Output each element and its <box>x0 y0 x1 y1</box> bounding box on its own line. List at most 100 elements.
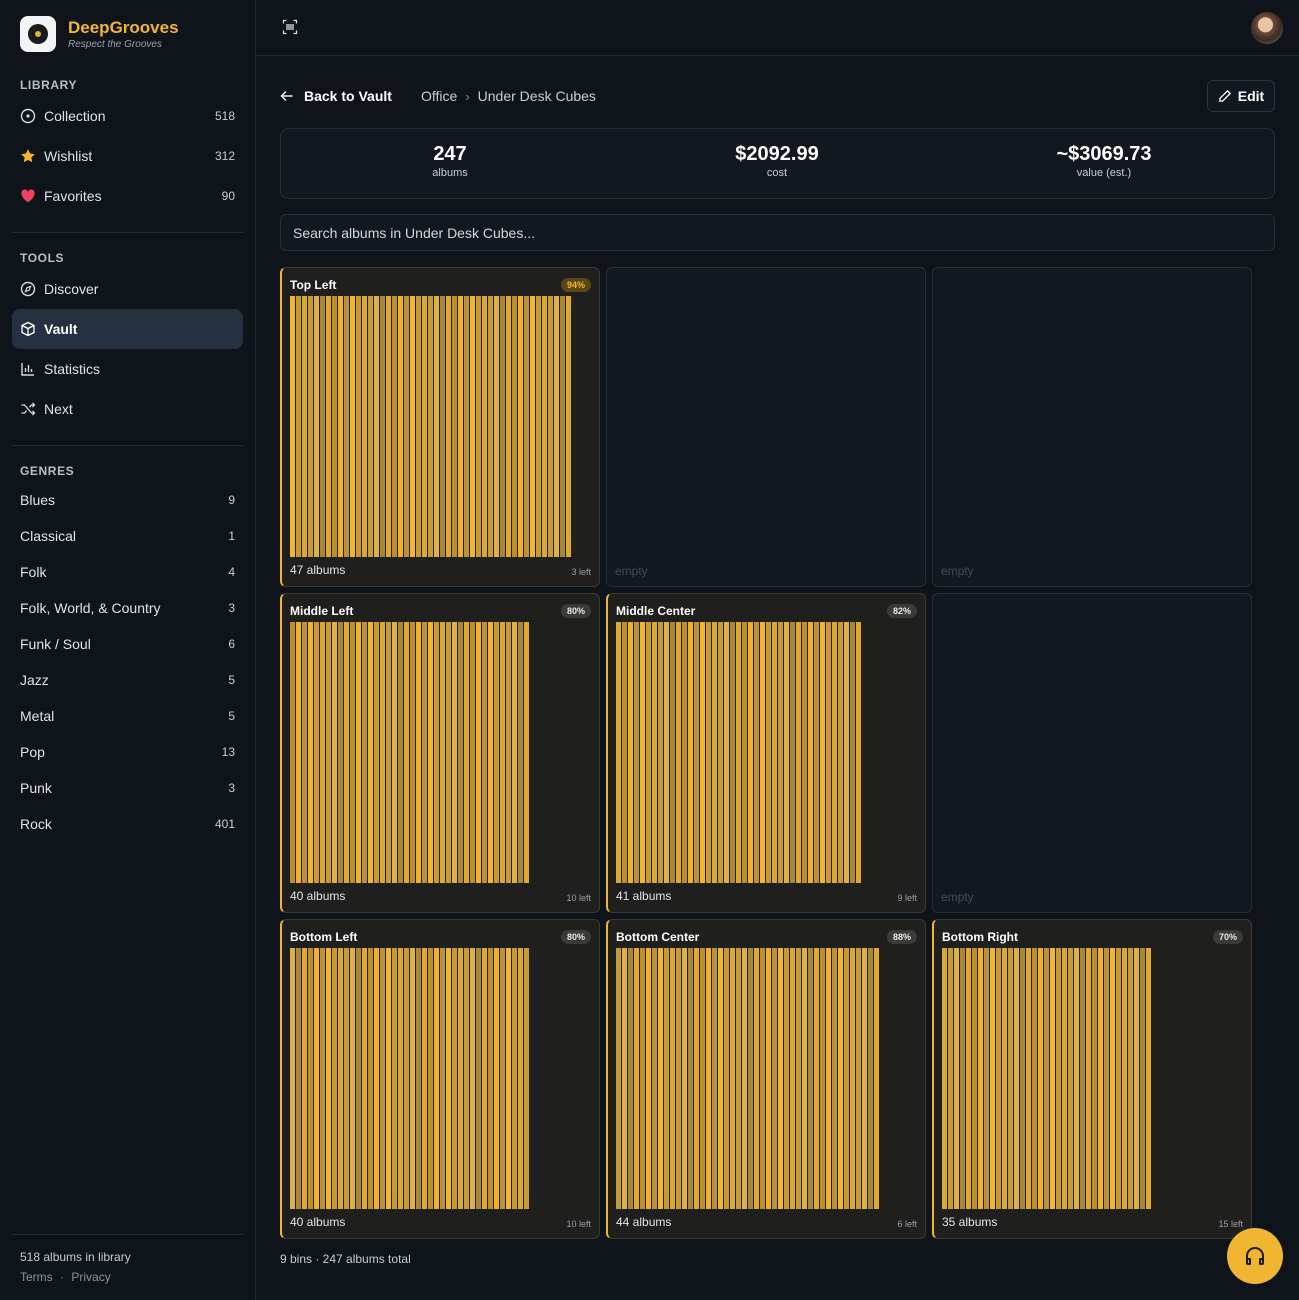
genre-punk[interactable]: Punk 3 <box>12 770 243 806</box>
album-spine[interactable] <box>338 948 343 1209</box>
album-spine[interactable] <box>434 296 439 557</box>
bin-card[interactable]: Bottom Right 70% 35 albums 15 left <box>932 919 1252 1239</box>
album-spine[interactable] <box>314 296 319 557</box>
album-spine[interactable] <box>1092 948 1097 1209</box>
album-spine[interactable] <box>1146 948 1151 1209</box>
album-spine[interactable] <box>320 948 325 1209</box>
album-spine[interactable] <box>808 948 813 1209</box>
album-spine[interactable] <box>730 622 735 883</box>
album-spine[interactable] <box>1110 948 1115 1209</box>
album-spine[interactable] <box>802 622 807 883</box>
album-spine[interactable] <box>700 948 705 1209</box>
album-spine[interactable] <box>972 948 977 1209</box>
album-spine[interactable] <box>512 948 517 1209</box>
album-spine[interactable] <box>500 296 505 557</box>
album-spine[interactable] <box>374 296 379 557</box>
album-spine[interactable] <box>742 948 747 1209</box>
album-spine[interactable] <box>476 296 481 557</box>
album-spine[interactable] <box>434 948 439 1209</box>
album-spine[interactable] <box>326 622 331 883</box>
album-spine[interactable] <box>560 296 565 557</box>
album-spine[interactable] <box>398 948 403 1209</box>
album-spine[interactable] <box>446 622 451 883</box>
album-spine[interactable] <box>658 948 663 1209</box>
album-spine[interactable] <box>778 622 783 883</box>
album-spine[interactable] <box>670 948 675 1209</box>
album-spine[interactable] <box>700 622 705 883</box>
album-spine[interactable] <box>984 948 989 1209</box>
nav-vault[interactable]: Vault <box>12 309 243 349</box>
album-spine[interactable] <box>302 622 307 883</box>
album-spine[interactable] <box>338 622 343 883</box>
album-spine[interactable] <box>628 622 633 883</box>
album-spine[interactable] <box>362 296 367 557</box>
album-spine[interactable] <box>1014 948 1019 1209</box>
album-spine[interactable] <box>524 948 529 1209</box>
album-spine[interactable] <box>1074 948 1079 1209</box>
search-input[interactable] <box>280 214 1275 251</box>
album-spine[interactable] <box>676 948 681 1209</box>
album-spine[interactable] <box>814 948 819 1209</box>
album-spine[interactable] <box>616 948 621 1209</box>
genre-blues[interactable]: Blues 9 <box>12 482 243 518</box>
user-avatar[interactable] <box>1251 12 1283 44</box>
album-spine[interactable] <box>1020 948 1025 1209</box>
album-spine[interactable] <box>386 296 391 557</box>
album-spine[interactable] <box>398 622 403 883</box>
genre-jazz[interactable]: Jazz 5 <box>12 662 243 698</box>
album-spine[interactable] <box>488 296 493 557</box>
album-spine[interactable] <box>646 948 651 1209</box>
album-spine[interactable] <box>296 296 301 557</box>
album-spine[interactable] <box>554 296 559 557</box>
album-spine[interactable] <box>392 296 397 557</box>
genre-folk-world-country[interactable]: Folk, World, & Country 3 <box>12 590 243 626</box>
album-spine[interactable] <box>362 948 367 1209</box>
album-spine[interactable] <box>790 948 795 1209</box>
album-spine[interactable] <box>518 296 523 557</box>
album-spine[interactable] <box>332 622 337 883</box>
album-spine[interactable] <box>754 948 759 1209</box>
album-spine[interactable] <box>784 622 789 883</box>
album-spine[interactable] <box>464 948 469 1209</box>
album-spine[interactable] <box>996 948 1001 1209</box>
album-spine[interactable] <box>344 622 349 883</box>
album-spine[interactable] <box>1122 948 1127 1209</box>
album-spine[interactable] <box>290 296 295 557</box>
barcode-scan-icon[interactable] <box>282 19 298 40</box>
album-spine[interactable] <box>766 948 771 1209</box>
album-spine[interactable] <box>682 622 687 883</box>
album-spine[interactable] <box>1056 948 1061 1209</box>
album-spine[interactable] <box>730 948 735 1209</box>
genre-pop[interactable]: Pop 13 <box>12 734 243 770</box>
album-spine[interactable] <box>694 622 699 883</box>
album-spine[interactable] <box>826 948 831 1209</box>
album-spine[interactable] <box>338 296 343 557</box>
album-spine[interactable] <box>446 948 451 1209</box>
album-spine[interactable] <box>814 622 819 883</box>
back-to-vault-button[interactable]: Back to Vault <box>280 84 392 108</box>
album-spine[interactable] <box>356 296 361 557</box>
album-spine[interactable] <box>356 948 361 1209</box>
album-spine[interactable] <box>694 948 699 1209</box>
album-spine[interactable] <box>766 622 771 883</box>
album-spine[interactable] <box>712 948 717 1209</box>
album-spine[interactable] <box>832 948 837 1209</box>
album-spine[interactable] <box>566 296 571 557</box>
genre-metal[interactable]: Metal 5 <box>12 698 243 734</box>
bin-empty-slot[interactable]: empty <box>932 267 1252 587</box>
terms-link[interactable]: Terms <box>20 1270 53 1284</box>
album-spine[interactable] <box>452 296 457 557</box>
album-spine[interactable] <box>966 948 971 1209</box>
album-spine[interactable] <box>628 948 633 1209</box>
album-spine[interactable] <box>518 948 523 1209</box>
nav-favorites[interactable]: Favorites 90 <box>12 176 243 216</box>
album-spine[interactable] <box>990 948 995 1209</box>
album-spine[interactable] <box>1116 948 1121 1209</box>
album-spine[interactable] <box>838 948 843 1209</box>
album-spine[interactable] <box>440 948 445 1209</box>
album-spine[interactable] <box>344 948 349 1209</box>
album-spine[interactable] <box>344 296 349 557</box>
album-spine[interactable] <box>790 622 795 883</box>
album-spine[interactable] <box>464 296 469 557</box>
privacy-link[interactable]: Privacy <box>71 1270 111 1284</box>
